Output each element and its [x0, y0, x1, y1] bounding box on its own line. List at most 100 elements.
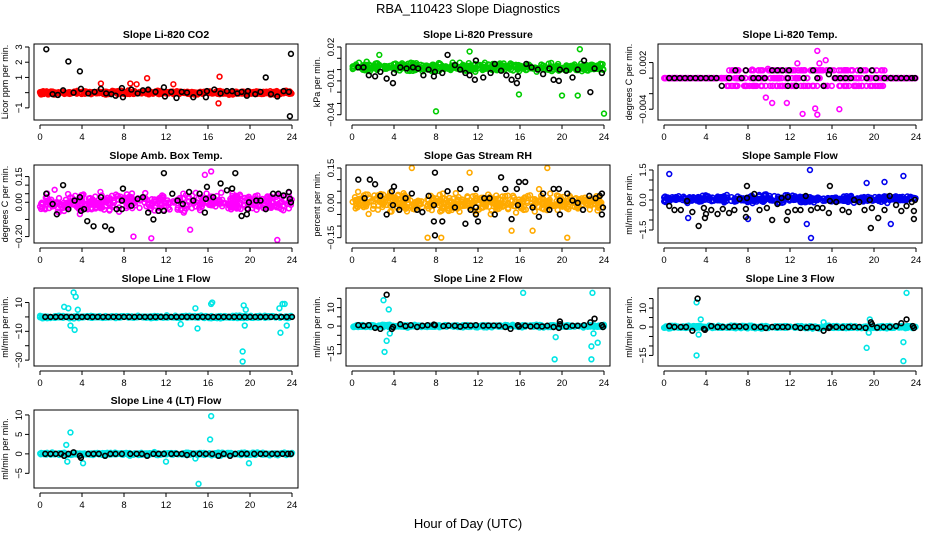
data-point: [369, 205, 377, 212]
highlight-point: [535, 213, 543, 220]
x-tick-label: 16: [515, 255, 526, 266]
data-point: [774, 82, 781, 90]
highlight-point: [267, 90, 275, 98]
highlight-point: [97, 85, 105, 93]
outlier-point: [820, 319, 827, 326]
highlight-point: [90, 223, 97, 230]
highlight-point: [173, 94, 180, 102]
highlight-point: [574, 322, 581, 329]
plot-frame: [345, 43, 611, 121]
data-point: [84, 206, 92, 213]
data-point: [64, 190, 72, 198]
highlight-point: [286, 195, 294, 203]
outlier-point: [836, 106, 843, 113]
highlight-point: [238, 212, 245, 220]
data-point: [198, 199, 206, 207]
x-tick-label: 8: [745, 255, 750, 266]
highlight-point: [886, 323, 893, 331]
highlight-point: [666, 202, 673, 210]
highlight-point: [160, 207, 168, 215]
highlight-point: [881, 206, 888, 214]
data-point: [361, 198, 369, 205]
outlier-point: [177, 320, 184, 328]
outlier-point: [515, 91, 523, 98]
outlier-point: [552, 333, 559, 341]
highlight-point: [430, 218, 438, 225]
data-point: [750, 82, 758, 90]
highlight-point: [903, 316, 910, 323]
data-point: [728, 193, 735, 201]
highlight-point: [708, 322, 715, 330]
plot-frame: [345, 164, 611, 244]
highlight-point: [527, 323, 534, 330]
data-point: [742, 82, 750, 90]
x-tick-label: 8: [121, 132, 126, 143]
highlight-point: [101, 223, 109, 230]
data-point: [586, 206, 593, 213]
data-point: [456, 208, 463, 215]
highlight-point: [903, 202, 910, 210]
highlight-point: [396, 206, 403, 214]
highlight-point: [820, 82, 827, 90]
points-group: [350, 289, 608, 363]
data-point: [104, 197, 112, 204]
outlier-point: [363, 58, 370, 65]
highlight-point: [751, 190, 758, 198]
highlight-point: [513, 79, 521, 87]
data-point: [222, 313, 230, 321]
data-point: [790, 82, 797, 90]
data-point: [816, 195, 823, 202]
highlight-point: [714, 210, 721, 218]
y-tick-label: −0.04: [326, 103, 337, 127]
data-point: [136, 204, 143, 212]
highlight-point: [802, 192, 809, 200]
data-point: [836, 82, 843, 90]
y-axis-label: percent per min.: [312, 171, 322, 236]
highlight-point: [190, 197, 197, 204]
highlight-point: [53, 211, 60, 218]
data-point: [203, 190, 210, 197]
outlier-point: [519, 289, 527, 297]
x-tick-label: 24: [287, 255, 298, 266]
highlight-point: [196, 190, 203, 197]
highlight-point: [513, 185, 521, 193]
plot-frame: [33, 43, 299, 121]
highlight-point: [287, 199, 295, 206]
outlier-point: [385, 306, 392, 313]
outlier-point: [768, 99, 776, 107]
data-point: [725, 67, 733, 74]
highlight-point: [863, 74, 870, 82]
data-point: [532, 197, 539, 205]
outlier-point: [97, 80, 105, 87]
highlight-point: [591, 315, 598, 322]
highlight-point: [128, 202, 135, 209]
outlier-point: [274, 236, 281, 243]
x-tick-label: 8: [745, 378, 750, 389]
highlight-point: [486, 194, 493, 202]
highlight-point: [377, 325, 384, 333]
y-axis-label: Licor ppm per min.: [0, 45, 10, 120]
highlight-point: [814, 204, 821, 212]
outlier-point: [762, 94, 770, 101]
highlight-point: [539, 190, 547, 197]
highlight-point: [118, 197, 126, 204]
highlight-point: [439, 69, 446, 77]
outlier-point: [822, 57, 829, 64]
highlight-point: [719, 205, 726, 213]
highlight-point: [54, 91, 62, 99]
highlight-point: [508, 215, 515, 223]
highlight-point: [569, 197, 576, 204]
highlight-point: [472, 211, 480, 218]
highlight-point: [275, 190, 282, 197]
highlight-point: [861, 206, 868, 214]
data-point: [228, 199, 236, 206]
y-tick-label: −0.20: [14, 225, 25, 249]
highlight-point: [742, 323, 750, 331]
y-axis-label: ml/min per min.: [624, 296, 634, 358]
x-tick-label: 16: [203, 132, 214, 143]
highlight-point: [736, 195, 743, 203]
x-tick-label: 16: [515, 378, 526, 389]
x-tick-label: 24: [599, 255, 610, 266]
